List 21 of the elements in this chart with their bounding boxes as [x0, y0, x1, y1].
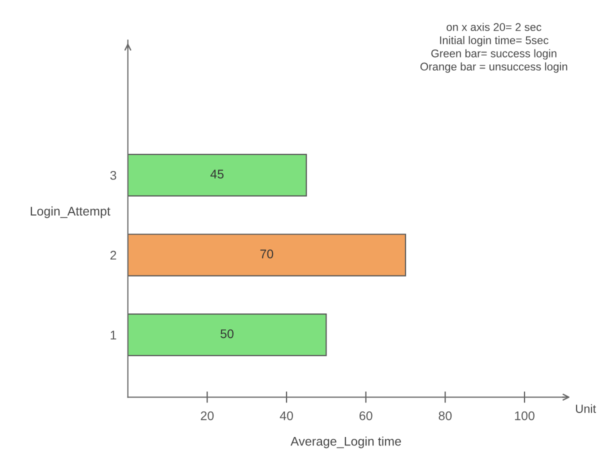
text: Orange bar = unsuccess login: [420, 62, 568, 73]
bar: [128, 154, 307, 196]
text: on x axis 20= 2 sec: [446, 22, 542, 32]
text: Green bar= success login: [431, 49, 556, 60]
y-tick-label: 3: [110, 170, 116, 180]
x-tick-label: 100: [515, 411, 534, 420]
x-tick-label: 20: [200, 411, 214, 420]
y-axis-title: Login_Attempt: [30, 206, 110, 218]
text: Initial login time= 5sec: [440, 36, 548, 46]
data-label: 50: [220, 329, 234, 338]
text: Unit: [576, 404, 596, 413]
x-tick-label: 40: [280, 411, 293, 420]
x-axis-title: Average_Login time: [290, 436, 401, 448]
bar: [128, 234, 406, 276]
x-tick-label: 60: [360, 411, 372, 420]
bar: [128, 314, 327, 356]
y-tick-label: 1: [110, 330, 116, 340]
y-tick-label: 2: [110, 250, 116, 260]
data-label: 70: [260, 250, 274, 258]
x-tick-label: 80: [438, 411, 452, 420]
data-label: 45: [210, 170, 224, 179]
